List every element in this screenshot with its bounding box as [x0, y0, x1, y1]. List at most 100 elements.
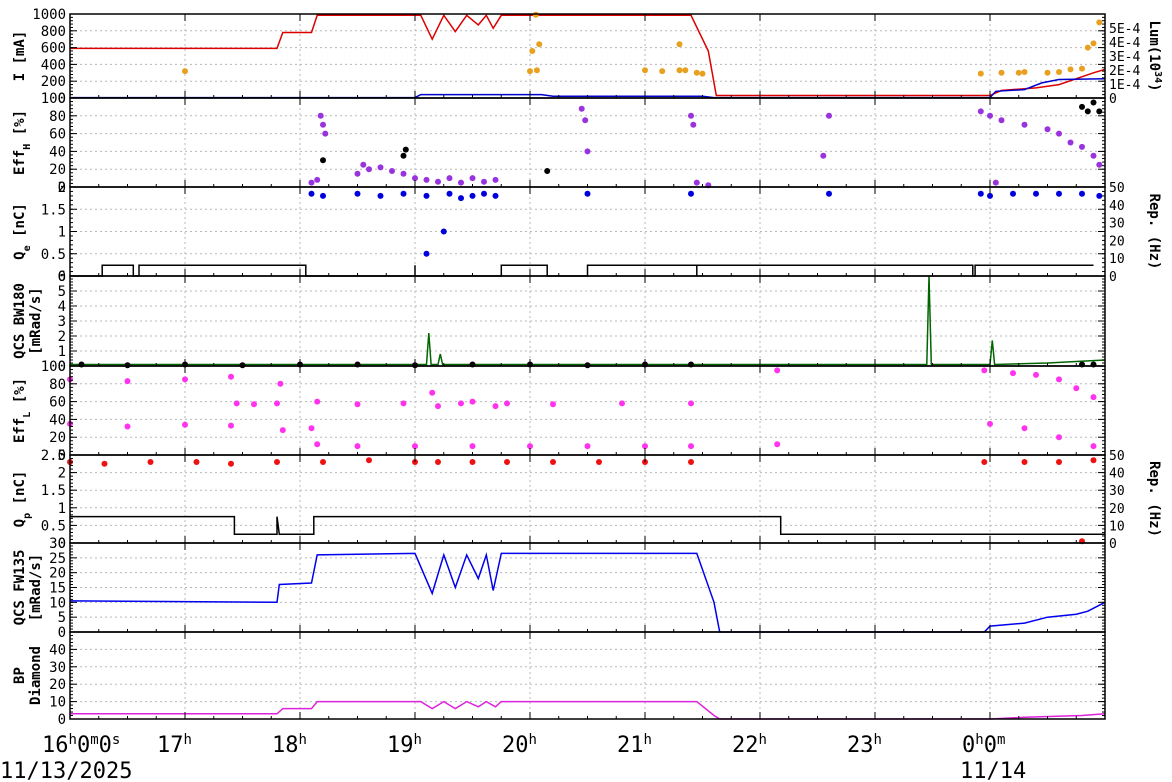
data-point-eff_h	[1096, 161, 1103, 168]
data-point-qe	[977, 190, 984, 197]
data-point-eff_h	[492, 176, 499, 183]
time-tick-label: 22h	[732, 732, 767, 758]
time-tick-label: 18h	[272, 732, 307, 758]
y-axis-label: QCS FW135	[12, 550, 28, 626]
data-point-qe	[423, 250, 430, 257]
data-point-eff_h	[320, 157, 326, 164]
data-point-eff_l	[228, 422, 234, 429]
y-tick-label: 4	[58, 299, 66, 315]
y-tick-label: 2	[58, 466, 66, 482]
y-tick-label: 5	[58, 284, 66, 300]
time-tick-unit: h	[975, 732, 983, 748]
data-point-qp	[228, 460, 234, 467]
data-point-eff_h	[820, 152, 827, 159]
time-tick-unit: h	[299, 732, 307, 748]
data-point-current	[1090, 40, 1097, 47]
y-tick-label: 1	[58, 344, 66, 360]
right-tick-label: 20	[1109, 234, 1125, 249]
data-point-current	[1067, 66, 1074, 73]
data-point-qe	[1033, 190, 1039, 197]
data-point-current	[676, 41, 683, 48]
right-tick-label: 1E-4	[1109, 78, 1140, 93]
y-axis-label: QCS BW180	[12, 283, 28, 359]
data-point-qe	[423, 192, 430, 199]
y-axis-label: EffL [%]	[12, 378, 33, 443]
right-tick-label: 50	[1109, 449, 1125, 464]
data-point-eff_h	[1084, 108, 1091, 115]
data-point-eff_h	[1090, 99, 1097, 106]
series-line-qcs_fw135-0	[69, 551, 1106, 633]
data-point-eff_h	[400, 170, 407, 177]
data-point-eff_h	[992, 179, 999, 186]
data-point-eff_l	[354, 443, 361, 450]
data-point-eff_l	[1056, 376, 1062, 383]
y-tick-label: 20	[49, 566, 66, 582]
series-line-qcs_bw180-0	[70, 275, 1106, 366]
data-point-current	[699, 70, 706, 77]
data-point-current	[1021, 69, 1028, 75]
y-tick-label: 40	[49, 412, 66, 428]
data-point-current	[977, 70, 984, 77]
data-point-current	[1044, 69, 1051, 76]
panel-frame-qp	[69, 454, 1106, 544]
data-point-eff_h	[458, 179, 464, 186]
right-tick-label: 10	[1109, 519, 1125, 534]
y-axis-label-tail: [%]	[12, 378, 28, 412]
data-point-eff_h	[314, 176, 321, 183]
data-point-eff_l	[774, 367, 781, 374]
data-point-qp	[504, 459, 510, 465]
data-point-qe	[492, 192, 499, 199]
data-point-eff_h	[826, 112, 832, 119]
data-point-eff_l	[987, 420, 993, 427]
data-point-qe	[688, 190, 694, 197]
data-point-eff_h	[469, 175, 476, 182]
data-point-eff_l	[1073, 385, 1080, 392]
data-point-eff_l	[688, 400, 694, 407]
data-point-eff_h	[423, 176, 430, 183]
y-tick-label: 400	[41, 57, 66, 73]
data-point-qp	[147, 459, 154, 465]
data-point-eff_h	[402, 146, 409, 153]
time-tick-label: 21h	[617, 732, 652, 758]
y-tick-label: 1000	[32, 7, 66, 23]
y-tick-label: 60	[49, 127, 66, 143]
data-point-qe	[1056, 190, 1062, 197]
data-point-qp	[1021, 459, 1028, 465]
right-axis-label: Lum(1034)	[1146, 20, 1164, 91]
data-point-eff_h	[435, 178, 441, 185]
y-tick-label: 60	[49, 395, 66, 411]
data-point-current	[1079, 65, 1085, 72]
data-point-eff_l	[458, 400, 464, 407]
time-tick-unit: h	[69, 732, 77, 748]
y-tick-label: 15	[49, 581, 66, 597]
data-point-current	[676, 67, 683, 74]
data-point-eff_l	[619, 400, 625, 407]
data-point-eff_l	[314, 441, 321, 448]
data-point-qp	[193, 459, 200, 465]
data-point-eff_l	[124, 423, 131, 430]
right-tick-label: 4E-4	[1109, 36, 1140, 51]
data-point-eff_h	[544, 168, 551, 174]
data-point-eff_h	[322, 130, 329, 137]
data-point-eff_h	[578, 105, 585, 112]
data-point-eff_l	[279, 427, 286, 434]
right-axis-label-sup: 34	[1153, 71, 1164, 83]
right-tick-label: 20	[1109, 502, 1125, 517]
data-point-eff_l	[1056, 434, 1062, 441]
right-tick-label: 10	[1109, 252, 1125, 267]
panel-frame-bp_diamond	[69, 631, 1106, 720]
y-axis-label-tail: [nC]	[12, 471, 28, 513]
data-point-eff_l	[228, 373, 234, 380]
data-point-current	[693, 69, 700, 76]
data-point-eff_h	[1056, 130, 1062, 137]
data-point-eff_h	[1079, 103, 1085, 110]
data-point-eff_h	[481, 178, 487, 185]
data-point-eff_h	[987, 112, 993, 119]
data-point-eff_h	[377, 164, 384, 171]
data-point-current	[1084, 44, 1091, 51]
data-point-eff_h	[1021, 121, 1028, 128]
data-point-eff_l	[314, 398, 321, 405]
data-point-qe	[440, 228, 447, 235]
data-point-eff_h	[1044, 126, 1051, 133]
